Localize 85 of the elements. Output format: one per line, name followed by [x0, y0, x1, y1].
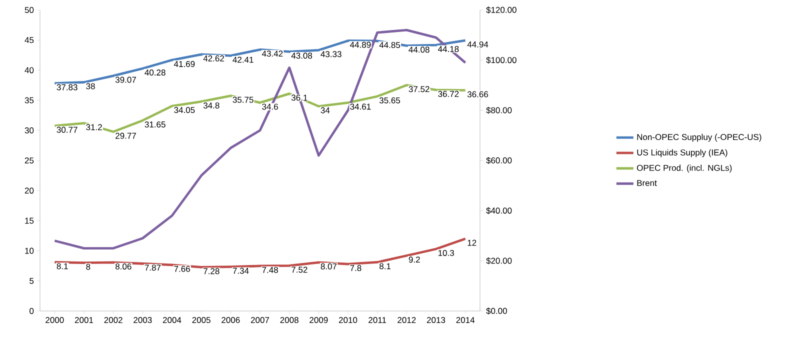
data-label: 42.41: [232, 56, 254, 63]
data-label: 37.83: [56, 84, 78, 90]
data-label: 43.33: [320, 51, 342, 58]
x-tick-label: 2002: [104, 317, 122, 324]
y-tick-label: 20: [24, 188, 34, 194]
y2-tick-label: $0.00: [486, 308, 507, 314]
data-label: 7.8: [350, 265, 362, 272]
data-label: 30.77: [56, 126, 78, 133]
data-label: 44.08: [408, 46, 430, 53]
x-tick-label: 2005: [192, 317, 210, 324]
line-series: [53, 39, 467, 84]
data-label: 44.85: [379, 42, 400, 48]
y-tick-label: 40: [24, 67, 34, 74]
y-tick-label: 15: [25, 218, 34, 224]
data-label: 44.18: [438, 46, 459, 52]
data-label: 34.05: [174, 107, 195, 114]
y2-tick-label: $60.00: [486, 157, 512, 164]
legend-label: US Liquids Supply (IEA): [637, 149, 728, 158]
data-label: 12: [468, 240, 476, 246]
data-label: 35.75: [232, 96, 254, 103]
y2-tick-label: $120.00: [486, 6, 516, 14]
x-tick-label: 2007: [250, 317, 270, 324]
x-tick-label: 2010: [338, 317, 358, 324]
y-tick-label: 30: [24, 127, 34, 134]
data-label: 36.72: [438, 90, 459, 97]
y-tick-label: 5: [30, 278, 34, 284]
data-label: 38: [86, 83, 95, 90]
y-tick-label: 25: [24, 157, 34, 164]
data-label: 34.8: [203, 102, 220, 109]
data-label: 7.66: [174, 266, 190, 272]
x-tick-label: 2008: [280, 317, 298, 324]
data-label: 10.3: [438, 250, 454, 256]
data-label: 34.6: [262, 104, 278, 110]
data-label: 8.06: [116, 263, 132, 270]
x-tick-label: 2006: [222, 317, 240, 324]
data-label: 7.87: [144, 264, 161, 271]
data-label: 31.65: [144, 121, 166, 128]
y2-tick-label: $100.00: [486, 56, 516, 64]
data-label: 44.94: [467, 41, 488, 48]
data-label: 7.52: [292, 266, 308, 273]
data-label: 36.1: [291, 94, 308, 101]
data-label: 35.65: [379, 97, 400, 104]
data-label: 31.2: [86, 124, 102, 130]
x-tick-label: 2011: [368, 317, 386, 324]
data-label: 43.08: [291, 52, 312, 59]
data-label: 8.07: [320, 263, 337, 270]
x-tick-label: 2014: [456, 317, 475, 324]
x-tick-label: 2000: [46, 317, 64, 324]
legend-label: Non-OPEC Suppluy (-OPEC-US): [637, 134, 762, 142]
y2-tick-label: $40.00: [486, 207, 512, 214]
y-tick-label: 10: [25, 248, 34, 254]
legend-label: Brent: [637, 180, 657, 186]
y-tick-label: 0: [30, 308, 34, 314]
y-tick-label: 50: [24, 6, 34, 14]
data-label: 8.1: [380, 263, 391, 270]
data-label: 41.69: [174, 61, 195, 68]
data-label: 40.28: [144, 70, 166, 76]
data-label: 8.1: [56, 263, 68, 270]
line-series: [53, 84, 467, 133]
y2-tick-label: $20.00: [486, 257, 512, 264]
data-label: 9.2: [408, 256, 420, 263]
y-tick-label: 35: [24, 97, 34, 104]
data-label: 37.52: [408, 86, 430, 92]
line-series: [53, 28, 467, 250]
legend-label: OPEC Prod. (incl. NGLs): [637, 164, 732, 173]
data-label: 43.42: [262, 50, 283, 57]
data-label: 8: [86, 264, 90, 270]
y2-tick-label: $80.00: [486, 106, 512, 114]
data-label: 36.66: [467, 91, 488, 98]
x-tick-label: 2003: [134, 317, 152, 324]
x-tick-label: 2001: [74, 317, 94, 324]
x-tick-label: 2009: [310, 317, 328, 324]
y-tick-label: 45: [24, 37, 34, 44]
data-label: 39.07: [115, 76, 136, 83]
data-label: 44.89: [350, 42, 371, 48]
data-label: 34: [320, 107, 330, 114]
x-tick-label: 2013: [426, 317, 446, 324]
data-label: 7.28: [204, 268, 220, 274]
data-label: 42.62: [203, 55, 224, 62]
data-label: 29.77: [116, 132, 136, 139]
x-tick-label: 2004: [162, 317, 182, 324]
data-label: 7.34: [232, 268, 249, 274]
data-label: 34.61: [350, 104, 371, 110]
data-label: 7.48: [262, 266, 278, 273]
x-tick-label: 2012: [398, 317, 416, 324]
